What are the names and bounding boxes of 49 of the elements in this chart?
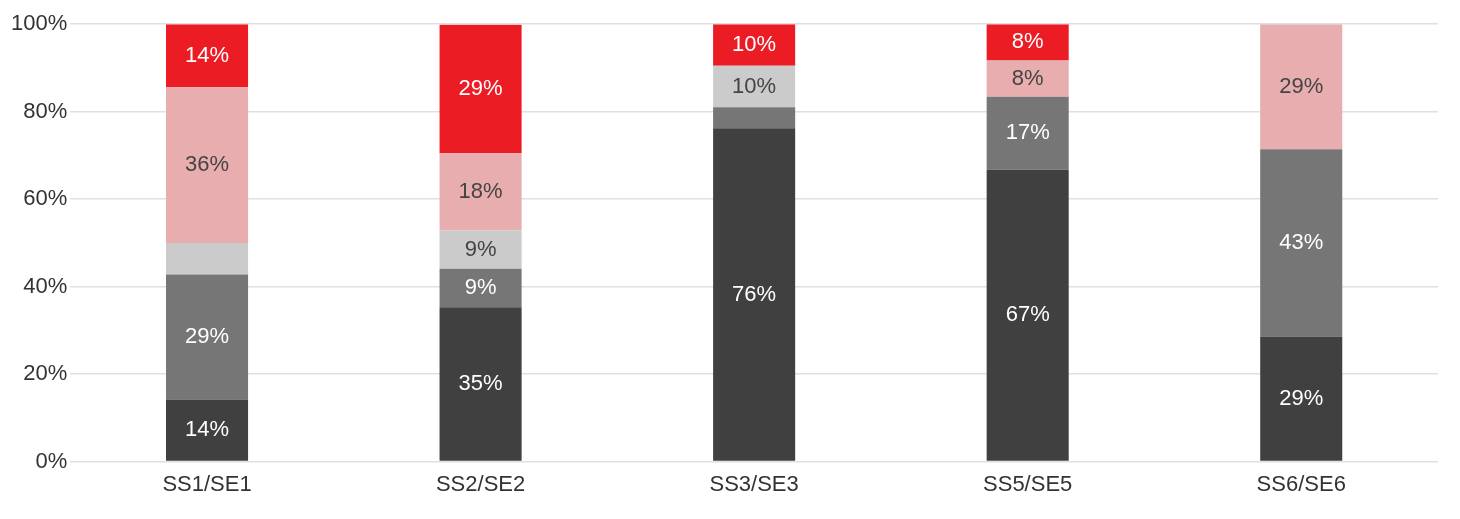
data-label: 67% [1005,301,1050,327]
bar [166,87,249,243]
y-tick-label: 80% [23,97,68,123]
data-label: 8% [1011,64,1044,90]
data-label: 17% [1005,119,1050,145]
y-tick-label: 60% [23,185,68,211]
data-label: 14% [185,416,230,442]
x-tick-label: SS2/SE2 [435,470,526,496]
bar [986,96,1069,170]
y-tick-label: 40% [23,272,68,298]
data-label: 9% [464,235,497,261]
bar [439,230,522,269]
y-tick-label: 0% [35,447,68,473]
y-tick-label: 100% [10,10,68,36]
bar [166,274,249,400]
data-label: 18% [458,177,503,203]
data-label: 29% [458,75,503,100]
bar [166,242,249,275]
bar [439,268,522,308]
bar [986,169,1069,461]
bar [439,24,522,154]
y-tick-label: 20% [23,360,68,386]
data-label: 29% [1279,72,1324,98]
bar [439,307,522,461]
data-label: 10% [732,31,777,57]
data-label: 35% [458,370,503,396]
x-tick-label: SS6/SE6 [1256,470,1346,496]
data-label: 36% [185,151,230,177]
data-label: 76% [732,280,777,306]
data-label: 9% [464,274,497,300]
bar [1260,336,1343,461]
bar [166,24,249,88]
data-label: 10% [732,72,777,98]
x-tick-label: SS3/SE3 [709,470,799,496]
bar [166,399,249,461]
bar [439,153,522,231]
data-label: 29% [185,323,230,348]
data-label: 29% [1279,384,1324,410]
bar [1260,149,1343,337]
bar [713,128,796,461]
data-label: 8% [1011,28,1044,54]
x-tick-label: SS1/SE1 [162,470,252,496]
data-label: 43% [1279,228,1324,254]
bar [986,24,1069,61]
bar [713,107,796,129]
bar [986,60,1069,97]
bar [1260,24,1343,150]
x-tick-label: SS5/SE5 [983,470,1073,496]
data-label: 14% [185,41,230,67]
